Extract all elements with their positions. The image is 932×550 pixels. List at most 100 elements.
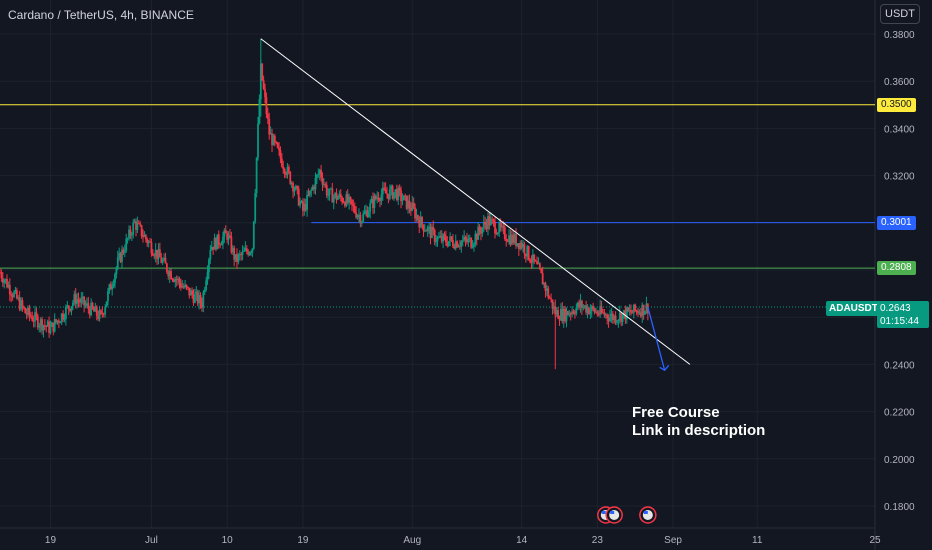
candle-body — [308, 190, 311, 196]
chart-title: Cardano / TetherUS, 4h, BINANCE — [8, 8, 194, 22]
candle-body — [415, 215, 418, 219]
candle-body — [540, 268, 543, 274]
candle-body — [621, 313, 624, 322]
candle-body — [474, 234, 477, 244]
candle-body — [149, 241, 151, 243]
candle-body — [637, 310, 639, 314]
candle-body — [603, 312, 606, 316]
candle-body — [351, 199, 353, 205]
annotation-text: Free Course Link in description — [632, 404, 765, 440]
candle-body — [478, 226, 481, 232]
candle-body — [182, 286, 185, 288]
y-tick-label: 0.3400 — [884, 124, 915, 135]
candle-body — [114, 274, 116, 284]
candle-body — [299, 202, 301, 206]
candle-body — [639, 312, 642, 317]
candle-body — [387, 193, 390, 200]
candle-body — [257, 123, 259, 158]
candle-body — [125, 238, 128, 252]
candle-body — [91, 302, 94, 309]
candle-body — [588, 308, 590, 315]
candle-body — [29, 315, 32, 317]
candle-body — [645, 303, 648, 312]
x-tick-label: 19 — [45, 535, 57, 546]
y-tick-label: 0.3600 — [884, 77, 915, 88]
candle-body — [219, 244, 222, 246]
candle-body — [261, 63, 264, 81]
candle-body — [421, 217, 423, 225]
trendline — [260, 38, 691, 365]
candle-body — [604, 314, 607, 316]
candle-body — [167, 271, 170, 277]
candle-body — [411, 202, 414, 211]
candle-body — [112, 283, 115, 287]
candle-body — [391, 186, 394, 199]
candle-body — [443, 234, 446, 237]
candle-body — [452, 240, 454, 247]
candle-body — [545, 288, 548, 291]
candle-body — [562, 308, 565, 322]
candle-body — [536, 261, 538, 265]
candle-body — [90, 302, 93, 316]
candle-body — [523, 244, 526, 254]
candle-body — [355, 212, 358, 218]
candle-body — [188, 287, 191, 296]
x-tick-label: Sep — [664, 535, 682, 546]
candle-body — [318, 169, 321, 175]
candle-body — [240, 254, 243, 256]
candle-body — [547, 288, 550, 298]
candle-body — [561, 308, 564, 322]
candle-body — [0, 272, 1, 274]
candle-body — [370, 198, 373, 203]
candle-body — [408, 200, 411, 209]
x-tick-label: 23 — [592, 535, 604, 546]
candle-body — [481, 227, 484, 234]
candle-body — [445, 236, 447, 243]
candle-body — [3, 280, 6, 283]
candle-body — [153, 255, 156, 257]
candle-body — [203, 289, 206, 293]
candle-body — [286, 166, 289, 176]
candle-body — [611, 313, 614, 321]
candle-body — [222, 236, 224, 245]
candle-body — [139, 223, 142, 226]
candle-body — [316, 174, 318, 178]
candle-body — [534, 260, 537, 262]
candle-body — [258, 98, 261, 124]
candle-body — [564, 308, 567, 322]
candle-body — [565, 311, 568, 322]
candle-body — [24, 308, 27, 314]
candle-body — [468, 237, 471, 239]
candle-body — [234, 254, 237, 260]
candle-body — [442, 234, 445, 242]
candle-body — [272, 135, 275, 146]
candle-body — [344, 202, 346, 206]
candle-body — [165, 263, 168, 272]
candle-body — [342, 202, 345, 204]
candle-body — [460, 241, 463, 247]
currency-button[interactable]: USDT — [880, 4, 920, 24]
candle-body — [495, 233, 498, 235]
candle-body — [341, 197, 344, 203]
candle-body — [496, 232, 499, 235]
candle-body — [365, 210, 367, 213]
candle-body — [84, 304, 87, 306]
candle-body — [35, 312, 38, 317]
flag-icon-canton — [610, 511, 615, 514]
candle-body — [533, 254, 536, 261]
candle-body — [530, 261, 533, 263]
candle-body — [196, 291, 199, 304]
candle-body — [171, 278, 174, 280]
candle-body — [50, 322, 53, 327]
candle-body — [463, 237, 466, 241]
candle-body — [283, 168, 286, 174]
candle-body — [471, 246, 474, 248]
candle-body — [181, 286, 184, 288]
candle-body — [21, 300, 24, 307]
candle-body — [227, 235, 230, 240]
candle-body — [609, 316, 611, 322]
candle-body — [269, 133, 272, 135]
candle-body — [250, 252, 252, 254]
candle-body — [487, 216, 489, 230]
